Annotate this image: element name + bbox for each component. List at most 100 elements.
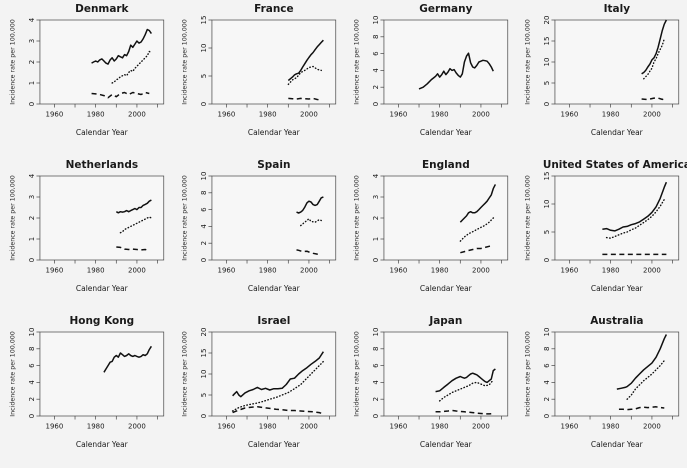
panel-title: France [254, 3, 294, 15]
italy-solid-series-line [641, 19, 668, 75]
denmark-chart-svg: Denmark 1960 1980 2000 0 1 2 3 4 Calendar Year Inc… [9, 3, 165, 137]
x-axis-label: Calendar Year [76, 128, 129, 137]
panel-title: United States of America [543, 159, 687, 171]
y-tick-label: 0 [543, 414, 551, 418]
y-tick-label: 8 [200, 191, 208, 195]
y-tick-label: 0 [200, 258, 208, 262]
x-tick-label: 1960 [561, 266, 579, 274]
x-axis-label: Calendar Year [591, 128, 644, 137]
x-tick-label: 1960 [389, 422, 407, 430]
y-axis-label: Incidence rate per 100,000 [353, 19, 360, 104]
chart-panel-netherlands: Netherlands 1960 1980 2000 0 1 2 3 4 Calendar Yea… [0, 156, 172, 312]
england-dashed-series-line [459, 244, 493, 254]
panel-title: Spain [257, 159, 290, 171]
y-tick-label: 8 [371, 35, 379, 39]
x-tick-label: 1980 [602, 422, 620, 430]
y-tick-label: 0 [200, 414, 208, 418]
y-tick-label: 1 [28, 81, 36, 85]
germany-chart-svg: Germany 1960 1980 2000 0 2 4 6 8 10 Calendar Year I… [353, 3, 508, 137]
netherlands-dashed-series-line [116, 246, 150, 252]
x-axis-label: Calendar Year [248, 284, 301, 293]
united-states-of-america-dotted-series-line [606, 198, 666, 239]
plot-area [39, 331, 165, 417]
y-tick-label: 0 [371, 414, 379, 418]
y-tick-label: 15 [200, 349, 208, 358]
panel-title: Japan [428, 315, 462, 327]
x-tick-label: 2000 [300, 110, 318, 118]
y-tick-label: 4 [371, 380, 379, 385]
x-tick-label: 1980 [602, 110, 620, 118]
plot-area [39, 19, 165, 105]
y-axis-label: Incidence rate per 100,000 [353, 331, 360, 416]
x-axis-label: Calendar Year [248, 440, 301, 449]
italy-chart-svg: Italy 1960 1980 2000 0 5 10 15 20 Calendar Year In… [525, 3, 680, 137]
plot-area [554, 19, 680, 105]
y-tick-label: 3 [371, 195, 379, 199]
y-tick-label: 10 [200, 44, 208, 53]
panel-title: Italy [604, 3, 631, 15]
y-tick-label: 6 [28, 363, 36, 367]
y-tick-label: 4 [28, 380, 36, 385]
hong-kong-chart-svg: Hong Kong 1960 1980 2000 0 2 4 6 8 10 Calendar Yea… [9, 315, 165, 449]
x-tick-label: 2000 [472, 422, 490, 430]
x-tick-label: 1980 [87, 110, 105, 118]
chart-panel-france: France 1960 1980 2000 0 5 10 15 Calendar Year Inc… [172, 0, 344, 156]
y-tick-label: 2 [371, 216, 379, 220]
france-chart-svg: France 1960 1980 2000 0 5 10 15 Calendar Year Inc… [181, 3, 336, 137]
y-tick-label: 3 [28, 39, 36, 43]
france-solid-series-line [287, 39, 324, 82]
spain-solid-series-line [295, 196, 324, 214]
x-tick-label: 1980 [259, 422, 277, 430]
y-tick-label: 8 [543, 347, 551, 351]
x-tick-label: 2000 [128, 266, 146, 274]
x-tick-label: 1960 [46, 110, 64, 118]
spain-chart-svg: Spain 1960 1980 2000 0 2 4 6 8 10 Calendar Year Inc… [181, 159, 336, 293]
australia-chart-svg: Australia 1960 1980 2000 0 2 4 6 8 10 Calendar Yea… [525, 315, 680, 449]
x-tick-label: 1960 [389, 110, 407, 118]
x-tick-label: 1960 [217, 110, 235, 118]
hong-kong-solid-series-line [103, 345, 153, 373]
x-tick-label: 1980 [430, 266, 448, 274]
denmark-solid-series-line [91, 28, 152, 65]
y-axis-label: Incidence rate per 100,000 [181, 331, 188, 416]
x-axis-label: Calendar Year [248, 128, 301, 137]
x-axis-label: Calendar Year [419, 128, 472, 137]
y-axis-label: Incidence rate per 100,000 [9, 331, 16, 416]
y-tick-label: 5 [543, 81, 551, 85]
y-tick-label: 0 [200, 102, 208, 106]
plot-area [211, 19, 336, 105]
y-tick-label: 2 [200, 241, 208, 245]
y-axis-label: Incidence rate per 100,000 [9, 19, 16, 104]
y-tick-label: 10 [200, 370, 208, 379]
y-tick-label: 6 [543, 363, 551, 367]
panel-title: England [421, 159, 469, 171]
chart-panel-germany: Germany 1960 1980 2000 0 2 4 6 8 10 Calendar Year I… [344, 0, 516, 156]
france-dotted-series-line [287, 65, 322, 86]
denmark-dotted-series-line [111, 50, 153, 84]
y-tick-label: 2 [543, 397, 551, 401]
x-tick-label: 1960 [217, 266, 235, 274]
y-tick-label: 10 [28, 328, 36, 337]
y-axis-label: Incidence rate per 100,000 [181, 19, 188, 104]
y-axis-label: Incidence rate per 100,000 [9, 175, 16, 260]
y-tick-label: 0 [28, 414, 36, 418]
x-axis-label: Calendar Year [591, 284, 644, 293]
chart-panel-israel: Israel 1960 1980 2000 0 5 10 15 20 Calendar Year I… [172, 312, 344, 468]
y-tick-label: 10 [543, 200, 551, 209]
panel-title: Australia [590, 315, 643, 327]
y-tick-label: 4 [28, 17, 36, 22]
chart-panel-united-states-of-america: United States of America 1960 1980 2000 0 5 10… [515, 156, 687, 312]
england-chart-svg: England 1960 1980 2000 0 1 2 3 4 Calendar Year Inc… [353, 159, 508, 293]
y-tick-label: 15 [543, 37, 551, 46]
y-tick-label: 6 [371, 363, 379, 367]
x-tick-label: 1960 [46, 422, 64, 430]
y-tick-label: 2 [28, 216, 36, 220]
panel-title: Hong Kong [70, 315, 135, 327]
x-tick-label: 2000 [643, 110, 661, 118]
panel-title: Netherlands [66, 159, 138, 171]
israel-dashed-series-line [232, 406, 324, 415]
plot-area [39, 175, 165, 261]
y-tick-label: 5 [543, 230, 551, 234]
x-tick-label: 2000 [643, 266, 661, 274]
y-tick-label: 0 [543, 102, 551, 106]
